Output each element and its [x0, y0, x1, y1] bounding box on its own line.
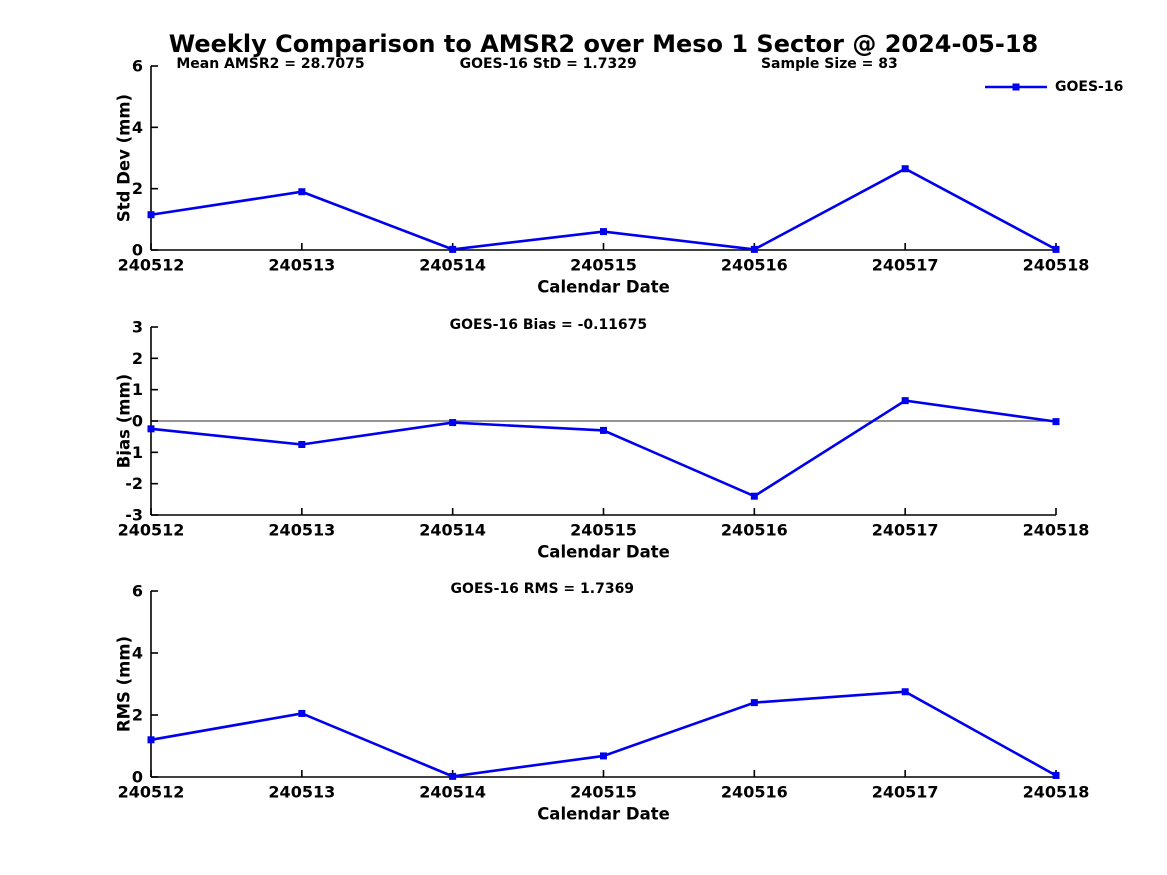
data-point-marker [1052, 418, 1060, 426]
y-tick-label: 2 [132, 179, 143, 198]
data-point-marker [901, 397, 909, 405]
data-point-marker [600, 228, 607, 236]
x-tick-label: 240518 [1023, 783, 1090, 802]
data-line [150, 167, 1057, 251]
x-tick-label: 240512 [118, 783, 185, 802]
data-point-marker [901, 688, 909, 696]
x-axis-label: Calendar Date [537, 543, 670, 562]
annotation-text: GOES-16 Bias = -0.11675 [450, 317, 648, 333]
data-point-marker [750, 492, 758, 500]
data-point-marker [750, 699, 758, 707]
data-point-marker [298, 441, 306, 448]
y-tick-label: -2 [125, 474, 143, 493]
data-point-marker [901, 165, 909, 173]
data-point-marker [600, 752, 607, 760]
x-tick-label: 240516 [721, 783, 788, 802]
y-axis-label: RMS (mm) [115, 636, 134, 732]
data-point-marker [147, 736, 155, 744]
data-point-marker [449, 245, 457, 253]
x-tick-label: 240515 [570, 256, 637, 275]
x-tick-label: 240512 [118, 521, 185, 540]
x-axis-label: Calendar Date [537, 278, 670, 297]
y-tick-label: 2 [132, 349, 143, 368]
annotation-text: GOES-16 StD = 1.7329 [460, 56, 637, 72]
x-tick-label: 240513 [268, 783, 335, 802]
data-point-marker [449, 419, 457, 427]
data-point-marker [1052, 245, 1060, 253]
y-tick-label: 3 [132, 318, 143, 337]
x-tick-label: 240516 [721, 521, 788, 540]
y-tick-label: 0 [132, 768, 143, 787]
y-tick-label: 4 [132, 118, 143, 137]
y-axis-label: Std Dev (mm) [115, 94, 134, 222]
y-tick-label: -1 [125, 443, 143, 462]
y-tick-label: 6 [132, 57, 143, 76]
annotation-text: GOES-16 RMS = 1.7369 [451, 581, 635, 597]
data-point-marker [298, 709, 306, 717]
y-tick-label: 0 [132, 241, 143, 260]
y-tick-label: -3 [125, 506, 143, 525]
data-line [150, 690, 1057, 778]
data-point-marker [600, 426, 607, 434]
x-tick-label: 240514 [419, 521, 486, 540]
data-point-marker [1052, 771, 1060, 779]
x-tick-label: 240516 [721, 256, 788, 275]
data-point-marker [147, 425, 155, 433]
x-axis-label: Calendar Date [537, 805, 670, 824]
x-tick-label: 240515 [570, 783, 637, 802]
data-point-marker [449, 772, 457, 780]
legend-label: GOES-16 [1055, 79, 1123, 95]
y-tick-label: 4 [132, 644, 143, 663]
x-tick-label: 240513 [268, 256, 335, 275]
x-tick-label: 240513 [268, 521, 335, 540]
x-tick-label: 240517 [872, 521, 939, 540]
x-tick-label: 240512 [118, 256, 185, 275]
data-point-marker [147, 211, 155, 219]
figure-title: Weekly Comparison to AMSR2 over Meso 1 S… [168, 30, 1039, 58]
annotation-text: Mean AMSR2 = 28.7075 [176, 56, 364, 72]
y-tick-label: 6 [132, 582, 143, 601]
x-tick-label: 240517 [872, 783, 939, 802]
y-tick-label: 0 [132, 412, 143, 431]
x-tick-label: 240515 [570, 521, 637, 540]
y-axis-label: Bias (mm) [115, 374, 134, 468]
x-tick-label: 240514 [419, 256, 486, 275]
x-tick-label: 240517 [872, 256, 939, 275]
legend-marker [1012, 83, 1020, 91]
data-line [150, 399, 1057, 498]
y-tick-label: 1 [132, 380, 143, 399]
x-tick-label: 240514 [419, 783, 486, 802]
annotation-text: Sample Size = 83 [761, 56, 898, 72]
x-tick-label: 240518 [1023, 521, 1090, 540]
y-tick-label: 2 [132, 706, 143, 725]
data-point-marker [298, 188, 306, 196]
data-point-marker [750, 245, 758, 253]
x-tick-label: 240518 [1023, 256, 1090, 275]
